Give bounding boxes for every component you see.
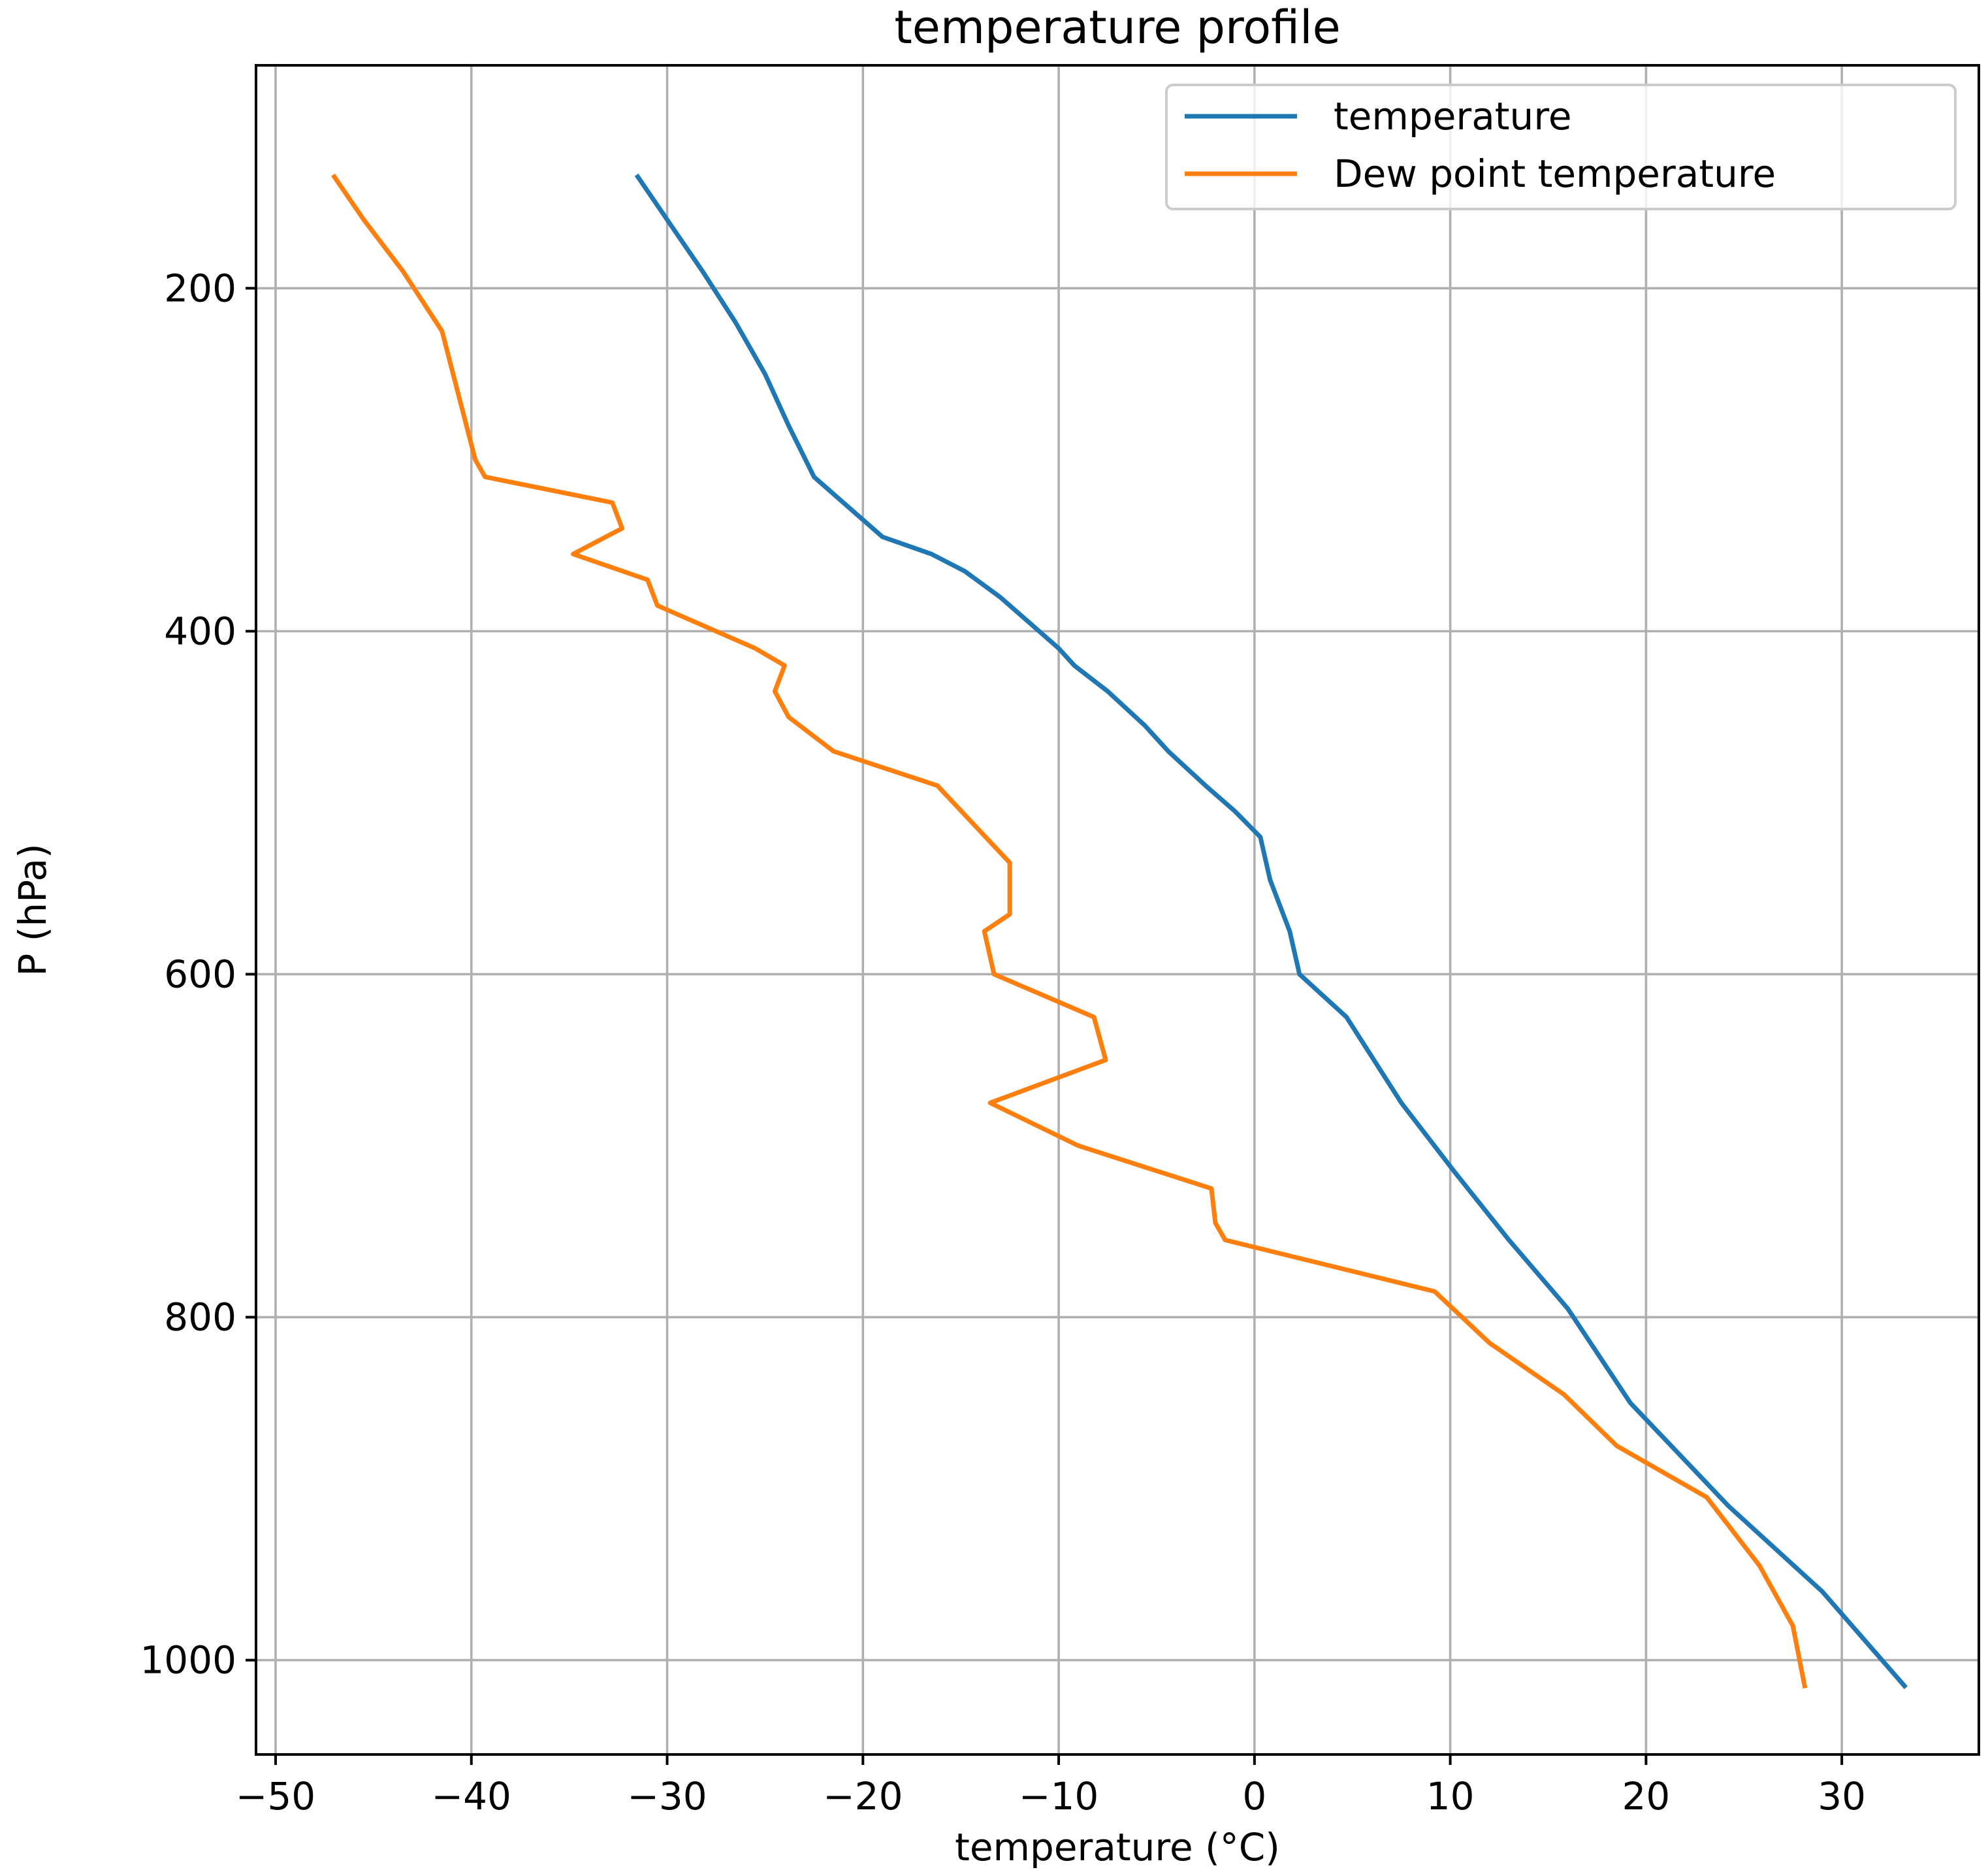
x-tick-label: −40 (432, 1774, 511, 1818)
y-tick-label: 1000 (140, 1638, 236, 1683)
x-axis-label: temperature (°C) (955, 1825, 1280, 1869)
x-tick-label: −10 (1019, 1774, 1098, 1818)
x-tick-label: 20 (1622, 1774, 1670, 1818)
temperature-line (634, 173, 1908, 1689)
legend-label-temperature: temperature (1334, 94, 1572, 138)
axes-frame (255, 64, 1980, 1756)
x-axis-ticks: −50 −40 −30 −20 −10 0 10 20 30 (236, 1754, 1866, 1818)
legend: temperature Dew point temperature (1165, 84, 1957, 210)
x-tick-label: −30 (627, 1774, 707, 1818)
y-tick-label: 600 (164, 952, 236, 996)
grid (256, 65, 1979, 1754)
x-tick-label: −20 (823, 1774, 903, 1818)
chart-title: temperature profile (894, 1, 1340, 54)
dew-point-line (331, 173, 1808, 1689)
y-tick-label: 800 (164, 1295, 236, 1340)
x-tick-label: 10 (1426, 1774, 1475, 1818)
y-axis-label: P (hPa) (10, 843, 55, 976)
legend-label-dew-point: Dew point temperature (1334, 152, 1776, 196)
y-tick-label: 400 (164, 609, 236, 653)
plot-series (331, 173, 1908, 1689)
legend-frame (1165, 84, 1957, 210)
x-tick-label: −50 (236, 1774, 315, 1818)
y-axis-ticks: 200 400 600 800 1000 (140, 266, 256, 1683)
x-tick-label: 30 (1818, 1774, 1866, 1818)
x-tick-label: 0 (1242, 1774, 1266, 1818)
y-tick-label: 200 (164, 266, 236, 310)
